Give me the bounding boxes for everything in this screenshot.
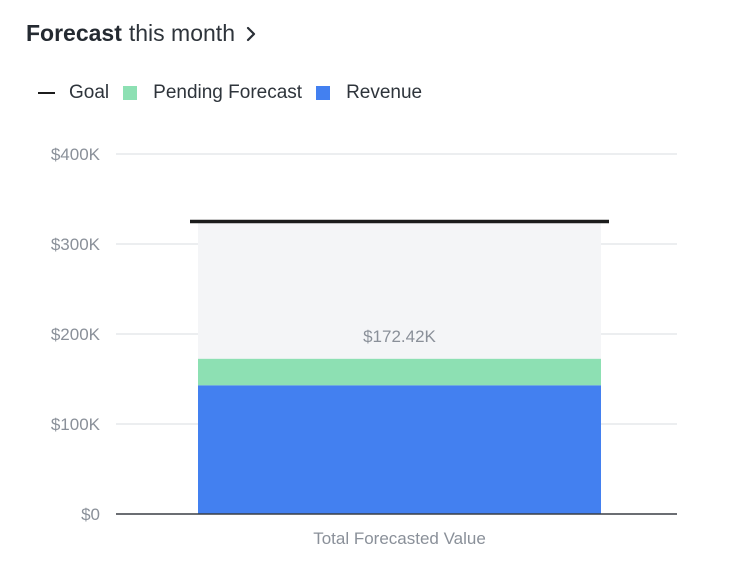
y-tick-label: $100K (51, 415, 101, 434)
category-label: Total Forecasted Value (313, 529, 486, 548)
legend-item-pending-forecast[interactable]: Pending Forecast (123, 82, 302, 104)
legend-item-goal[interactable]: Goal (38, 82, 109, 104)
revenue-swatch-icon (316, 86, 331, 100)
chevron-right-icon[interactable] (245, 25, 257, 43)
total-value-label: $172.42K (363, 327, 436, 346)
y-tick-label: $0 (81, 505, 100, 524)
chart-title-bold: Forecast (26, 20, 122, 46)
y-tick-label: $200K (51, 325, 101, 344)
chart-legend: Goal Pending Forecast Revenue (38, 82, 436, 104)
legend-item-revenue[interactable]: Revenue (316, 82, 422, 104)
legend-label-goal: Goal (69, 82, 110, 103)
chart-header[interactable]: Forecast this month (26, 20, 257, 47)
legend-label-pending-forecast: Pending Forecast (153, 82, 303, 103)
y-tick-label: $400K (51, 145, 101, 164)
pending-forecast-swatch-icon (123, 86, 138, 100)
bar-pending-forecast (198, 358, 601, 386)
chart-title-rest: this month (128, 20, 235, 46)
legend-label-revenue: Revenue (346, 82, 423, 103)
goal-line-marker-icon (38, 92, 55, 94)
bar-revenue (198, 385, 601, 514)
y-tick-label: $300K (51, 235, 101, 254)
